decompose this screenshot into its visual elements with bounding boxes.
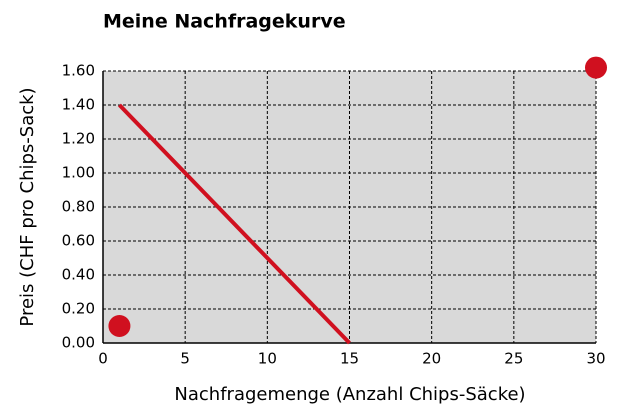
x-tick-label: 0	[98, 350, 108, 368]
x-tick-label: 30	[586, 350, 605, 368]
y-tick-label: 1.20	[62, 130, 95, 148]
y-tick-label: 0.60	[62, 232, 95, 250]
x-tick-label: 5	[180, 350, 190, 368]
y-tick-label: 1.60	[62, 62, 95, 80]
y-tick-label: 1.00	[62, 164, 95, 182]
x-axis-label: Nachfragemenge (Anzahl Chips-Säcke)	[174, 384, 525, 405]
y-tick-label: 0.20	[62, 300, 95, 318]
x-tick-label: 15	[340, 350, 359, 368]
chart-title: Meine Nachfragekurve	[103, 11, 346, 33]
drag-handle[interactable]	[108, 315, 131, 337]
y-tick-label: 0.40	[62, 266, 95, 284]
demand-line	[117, 103, 351, 345]
y-tick-label: 0.00	[62, 334, 95, 352]
y-tick-label: 1.40	[62, 96, 95, 114]
x-tick-label: 10	[258, 350, 277, 368]
x-tick-label: 20	[422, 350, 441, 368]
drag-handle[interactable]	[585, 56, 607, 79]
y-tick-label: 0.80	[62, 198, 95, 216]
x-tick-label: 25	[504, 350, 523, 368]
y-axis-label: Preis (CHF pro Chips-Sack)	[17, 87, 38, 326]
